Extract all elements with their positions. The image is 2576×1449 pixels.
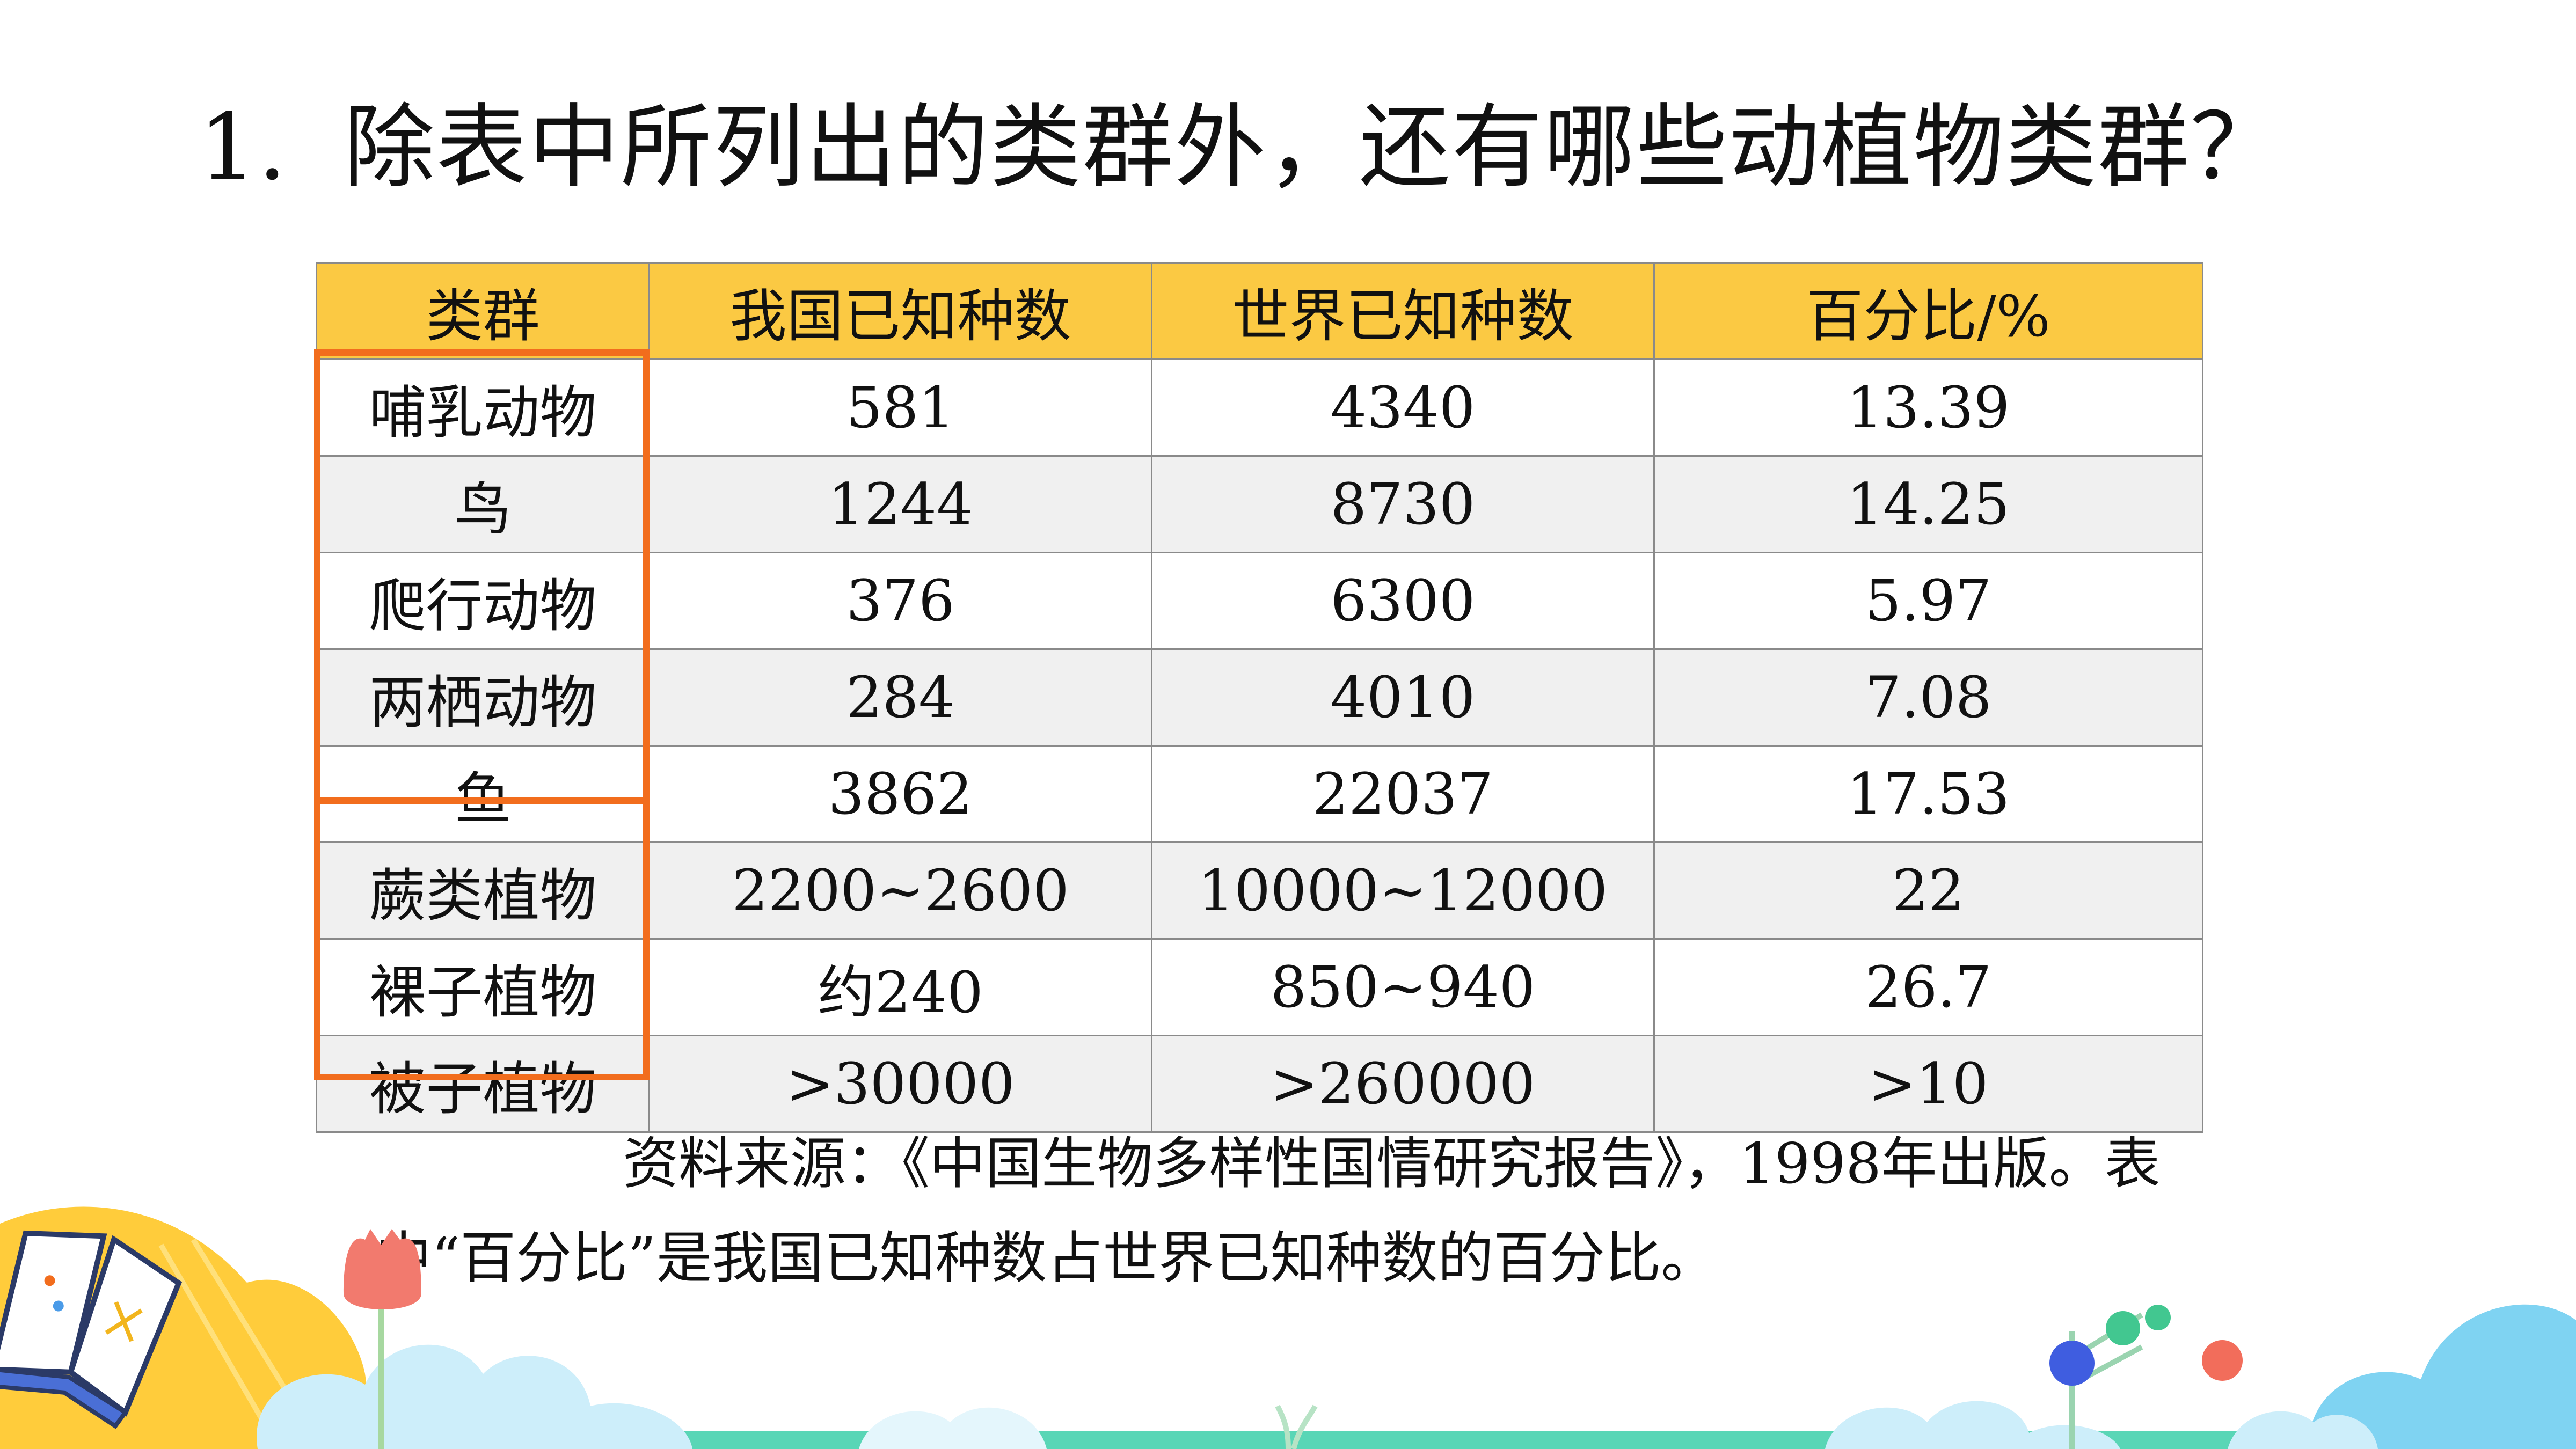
question-text: 除表中所列出的类群外，还有哪些动植物类群？ [344, 94, 2283, 201]
cell-percent: 13.39 [1653, 358, 2203, 457]
cell-china-count: 376 [648, 552, 1152, 650]
table-row: 被子植物 >30000 >260000 >10 [316, 1035, 2203, 1133]
header-percent: 百分比/% [1653, 262, 2203, 360]
cell-china-count: 284 [648, 648, 1152, 747]
cell-group: 鸟 [316, 455, 650, 553]
table-row: 爬行动物 376 6300 5.97 [316, 552, 2203, 650]
cell-group: 鱼 [316, 745, 650, 843]
source-note: 资料来源：《中国生物多样性国情研究报告》，1998年出版。表中“百分比”是我国已… [376, 1131, 2161, 1291]
cell-world-count: 6300 [1151, 552, 1655, 650]
header-china-count: 我国已知种数 [648, 262, 1152, 360]
cell-china-count: 3862 [648, 745, 1152, 843]
table-row: 哺乳动物 581 4340 13.39 [316, 358, 2203, 457]
cell-group: 蕨类植物 [316, 841, 650, 940]
open-book-icon [0, 1230, 183, 1429]
question-title: 1. 除表中所列出的类群外，还有哪些动植物类群？ [199, 102, 2282, 193]
header-group: 类群 [316, 262, 650, 360]
cell-percent: 14.25 [1653, 455, 2203, 553]
cell-percent: 22 [1653, 841, 2203, 940]
cell-world-count: 850~940 [1151, 938, 1655, 1036]
cell-china-count: 约240 [648, 938, 1152, 1036]
cell-world-count: 10000~12000 [1151, 841, 1655, 940]
cell-group: 被子植物 [316, 1035, 650, 1133]
table-row: 鸟 1244 8730 14.25 [316, 455, 2203, 553]
grass-sprout-icon [1275, 1404, 1318, 1449]
table-row: 鱼 3862 22037 17.53 [316, 745, 2203, 843]
header-world-count: 世界已知种数 [1151, 262, 1655, 360]
cell-world-count: 22037 [1151, 745, 1655, 843]
tulip-icon [344, 1229, 421, 1449]
cell-percent: 5.97 [1653, 552, 2203, 650]
cell-world-count: 4340 [1151, 358, 1655, 457]
cell-group: 裸子植物 [316, 938, 650, 1036]
question-number: 1. [199, 94, 288, 201]
cell-china-count: 1244 [648, 455, 1152, 553]
cell-world-count: 8730 [1151, 455, 1655, 553]
table-row: 两栖动物 284 4010 7.08 [316, 648, 2203, 747]
cell-percent: >10 [1653, 1035, 2203, 1133]
cell-group: 哺乳动物 [316, 358, 650, 457]
cell-china-count: 581 [648, 358, 1152, 457]
cell-world-count: 4010 [1151, 648, 1655, 747]
table-row: 裸子植物 约240 850~940 26.7 [316, 938, 2203, 1036]
decorative-footer [0, 1206, 2576, 1449]
balloon-tree-icon [2049, 1305, 2243, 1449]
table-row: 蕨类植物 2200~2600 10000~12000 22 [316, 841, 2203, 940]
species-table: 类群 我国已知种数 世界已知种数 百分比/% 哺乳动物 581 4340 13.… [316, 262, 2203, 1133]
cell-china-count: >30000 [648, 1035, 1152, 1133]
table-header-row: 类群 我国已知种数 世界已知种数 百分比/% [316, 262, 2203, 360]
cell-percent: 26.7 [1653, 938, 2203, 1036]
cell-percent: 17.53 [1653, 745, 2203, 843]
cell-percent: 7.08 [1653, 648, 2203, 747]
cell-group: 爬行动物 [316, 552, 650, 650]
cell-world-count: >260000 [1151, 1035, 1655, 1133]
cell-group: 两栖动物 [316, 648, 650, 747]
cell-china-count: 2200~2600 [648, 841, 1152, 940]
